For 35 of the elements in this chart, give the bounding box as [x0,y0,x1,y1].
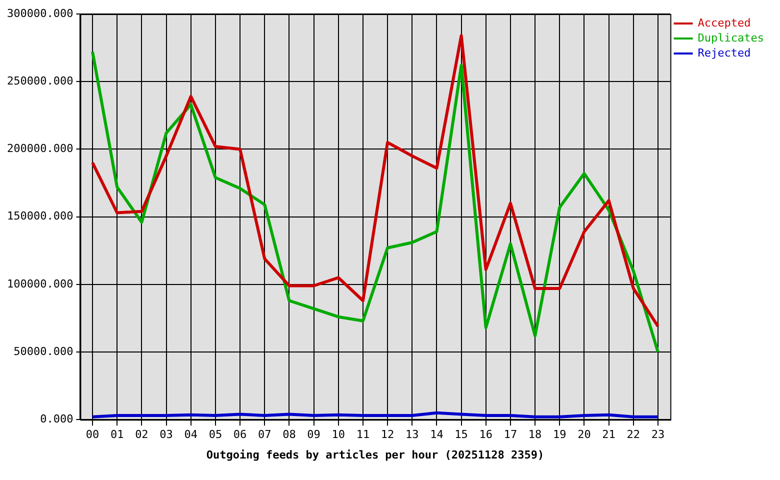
x-tick-label: 06 [233,428,247,442]
legend-label: Accepted [698,16,751,30]
x-tick-label: 11 [356,428,370,442]
x-tick-label: 23 [651,428,665,442]
y-tick-label: 50000.000 [14,344,74,358]
x-tick-label: 17 [504,428,518,442]
x-tick-label: 05 [208,428,222,442]
x-tick-label: 02 [135,428,148,442]
x-tick-label: 20 [578,428,591,442]
x-tick-label: 18 [528,428,542,442]
x-tick-label: 07 [258,428,272,442]
x-tick-label: 15 [454,428,468,442]
x-axis-title: Outgoing feeds by articles per hour (20251128 2359) [206,448,544,462]
legend-label: Rejected [698,46,751,60]
x-tick-label: 03 [160,428,173,442]
x-tick-label: 14 [430,428,444,442]
x-tick-label: 21 [602,428,616,442]
y-tick-label: 0.000 [40,412,74,426]
x-tick-label: 22 [626,428,640,442]
y-tick-label: 300000.000 [6,6,74,20]
x-tick-label: 12 [380,428,394,442]
x-tick-label: 01 [110,428,124,442]
x-tick-label: 08 [282,428,296,442]
y-tick-label: 100000.000 [6,277,74,290]
legend-label: Duplicates [698,31,764,44]
x-tick-label: 13 [406,428,419,442]
y-tick-label: 250000.000 [6,74,74,88]
x-tick-label: 04 [184,428,198,442]
x-tick-label: 00 [86,428,100,442]
x-tick-label: 16 [479,428,493,442]
x-tick-label: 10 [332,428,345,442]
x-tick-label: 09 [307,428,320,442]
x-tick-label: 19 [553,428,566,442]
y-tick-label: 150000.000 [6,210,74,223]
y-tick-label: 200000.000 [6,142,74,156]
